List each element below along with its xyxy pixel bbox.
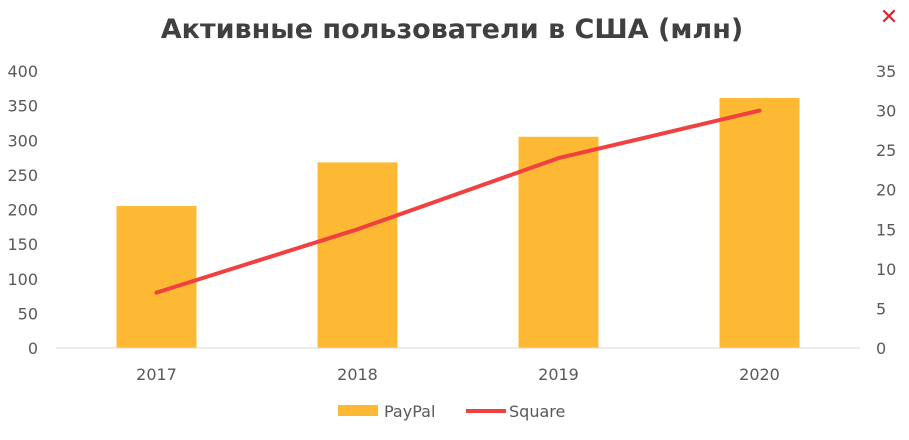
- y-left-tick-label: 150: [7, 235, 38, 254]
- chart-title: Активные пользователи в США (млн): [161, 14, 743, 45]
- y-right-tick-label: 0: [876, 339, 886, 358]
- bar-series: [116, 98, 800, 348]
- y-left-tick-label: 400: [7, 62, 38, 81]
- y-left-tick-label: 300: [7, 131, 38, 150]
- bar-paypal: [317, 162, 398, 348]
- bar-paypal: [719, 98, 800, 348]
- right-axis: 0 5 10 15 20 25 30 35: [876, 62, 896, 358]
- left-axis: 0 50 100 150 200 250 300 350 400: [7, 62, 38, 358]
- y-left-tick-label: 0: [28, 339, 38, 358]
- line-series: [154, 108, 762, 295]
- y-right-tick-label: 20: [876, 181, 896, 200]
- legend: PayPal Square: [338, 402, 565, 421]
- x-tick-label: 2020: [739, 365, 780, 384]
- x-tick-label: 2017: [136, 365, 177, 384]
- legend-swatch-paypal: [338, 405, 378, 416]
- legend-label-paypal: PayPal: [384, 402, 435, 421]
- y-left-tick-label: 200: [7, 201, 38, 220]
- y-right-tick-label: 15: [876, 220, 896, 239]
- y-right-tick-label: 10: [876, 260, 896, 279]
- y-right-tick-label: 25: [876, 141, 896, 160]
- bar-paypal: [116, 206, 197, 348]
- y-left-tick-label: 350: [7, 97, 38, 116]
- y-left-tick-label: 250: [7, 166, 38, 185]
- y-left-tick-label: 50: [18, 304, 38, 323]
- line-square: [154, 108, 762, 295]
- bar-paypal: [518, 136, 599, 348]
- y-left-tick-label: 100: [7, 270, 38, 289]
- y-right-tick-label: 30: [876, 102, 896, 121]
- y-right-tick-label: 5: [876, 299, 886, 318]
- x-tick-label: 2019: [538, 365, 579, 384]
- x-axis: 2017 2018 2019 2020: [136, 365, 780, 384]
- y-right-tick-label: 35: [876, 62, 896, 81]
- close-icon[interactable]: ✕: [880, 5, 898, 30]
- legend-label-square: Square: [509, 402, 565, 421]
- x-tick-label: 2018: [337, 365, 378, 384]
